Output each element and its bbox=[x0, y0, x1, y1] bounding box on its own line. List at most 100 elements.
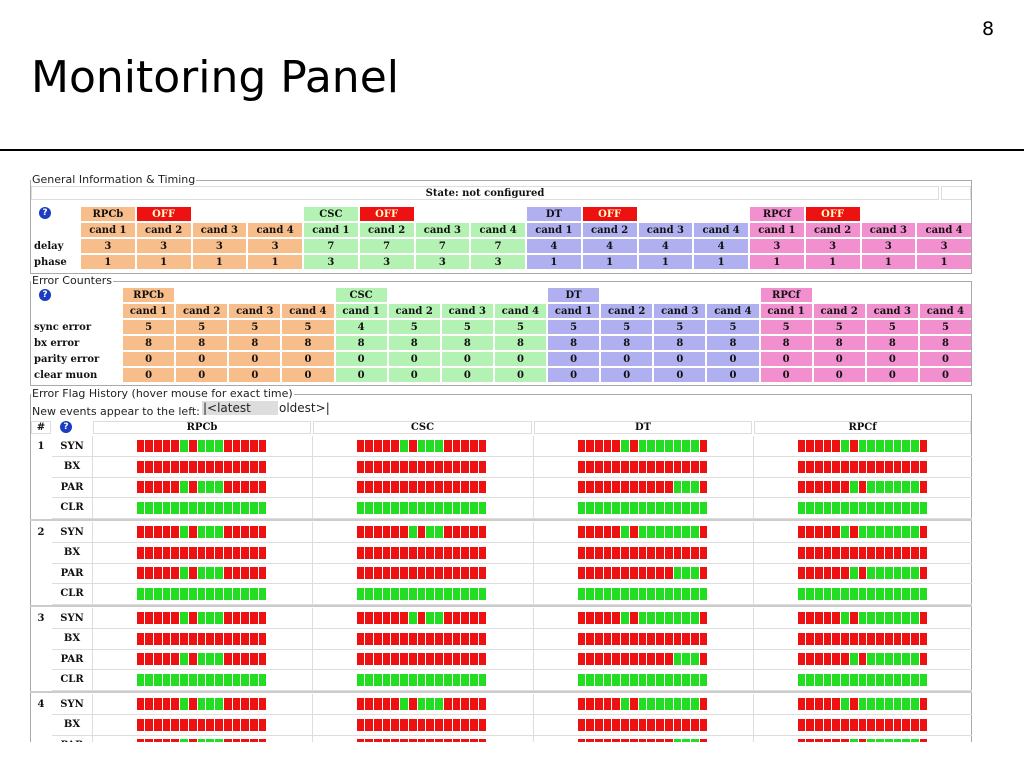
flag-cell[interactable] bbox=[823, 440, 832, 452]
flag-cell[interactable] bbox=[478, 739, 487, 742]
flag-cell[interactable] bbox=[594, 673, 603, 686]
flag-cell[interactable] bbox=[356, 440, 365, 452]
flag-cell[interactable] bbox=[365, 632, 373, 645]
flag-cell[interactable] bbox=[470, 526, 478, 538]
flag-cell[interactable] bbox=[478, 440, 487, 452]
flag-cell[interactable] bbox=[180, 698, 188, 710]
flag-cell[interactable] bbox=[656, 440, 664, 452]
flag-cell[interactable] bbox=[171, 440, 180, 452]
flag-cell[interactable] bbox=[806, 612, 814, 624]
flag-cell[interactable] bbox=[832, 526, 841, 538]
flag-cell[interactable] bbox=[664, 718, 673, 731]
flag-cell[interactable] bbox=[797, 673, 806, 686]
flag-cell[interactable] bbox=[832, 587, 841, 600]
flag-cell[interactable] bbox=[647, 739, 656, 742]
flag-cell[interactable] bbox=[408, 567, 417, 579]
flag-cell[interactable] bbox=[171, 673, 180, 686]
flag-cell[interactable] bbox=[153, 653, 162, 665]
flag-cell[interactable] bbox=[250, 673, 258, 686]
flag-cell[interactable] bbox=[911, 653, 919, 665]
flag-cell[interactable] bbox=[629, 739, 638, 742]
flag-cell[interactable] bbox=[612, 673, 621, 686]
flag-cell[interactable] bbox=[621, 440, 629, 452]
flag-cell[interactable] bbox=[814, 673, 823, 686]
flag-cell[interactable] bbox=[365, 440, 373, 452]
flag-cell[interactable] bbox=[691, 567, 699, 579]
flag-cell[interactable] bbox=[417, 567, 426, 579]
flag-cell[interactable] bbox=[594, 718, 603, 731]
flag-cell[interactable] bbox=[876, 440, 884, 452]
flag-cell[interactable] bbox=[682, 612, 691, 624]
flag-cell[interactable] bbox=[814, 501, 823, 514]
flag-cell[interactable] bbox=[417, 526, 426, 538]
flag-cell[interactable] bbox=[664, 587, 673, 600]
flag-cell[interactable] bbox=[443, 526, 452, 538]
flag-cell[interactable] bbox=[171, 460, 180, 473]
flag-cell[interactable] bbox=[577, 653, 586, 665]
flag-cell[interactable] bbox=[197, 567, 206, 579]
flag-cell[interactable] bbox=[919, 460, 928, 473]
flag-cell[interactable] bbox=[919, 698, 928, 710]
flag-cell[interactable] bbox=[902, 653, 911, 665]
flag-cell[interactable] bbox=[461, 567, 470, 579]
flag-cell[interactable] bbox=[586, 718, 594, 731]
flag-cell[interactable] bbox=[188, 739, 197, 742]
flag-cell[interactable] bbox=[629, 718, 638, 731]
flag-cell[interactable] bbox=[400, 440, 408, 452]
flag-cell[interactable] bbox=[136, 718, 145, 731]
flag-cell[interactable] bbox=[391, 653, 400, 665]
flag-cell[interactable] bbox=[215, 673, 223, 686]
flag-cell[interactable] bbox=[884, 718, 893, 731]
flag-cell[interactable] bbox=[408, 718, 417, 731]
flag-cell[interactable] bbox=[849, 718, 858, 731]
flag-cell[interactable] bbox=[841, 481, 849, 493]
flag-cell[interactable] bbox=[197, 481, 206, 493]
flag-cell[interactable] bbox=[691, 526, 699, 538]
flag-cell[interactable] bbox=[858, 587, 867, 600]
flag-cell[interactable] bbox=[258, 739, 267, 742]
flag-cell[interactable] bbox=[232, 673, 241, 686]
flag-cell[interactable] bbox=[893, 546, 902, 559]
flag-cell[interactable] bbox=[206, 632, 215, 645]
flag-cell[interactable] bbox=[832, 567, 841, 579]
flag-cell[interactable] bbox=[136, 526, 145, 538]
flag-cell[interactable] bbox=[884, 698, 893, 710]
flag-cell[interactable] bbox=[884, 440, 893, 452]
flag-cell[interactable] bbox=[884, 526, 893, 538]
flag-cell[interactable] bbox=[241, 481, 250, 493]
flag-cell[interactable] bbox=[832, 632, 841, 645]
flag-cell[interactable] bbox=[478, 526, 487, 538]
flag-cell[interactable] bbox=[162, 698, 171, 710]
flag-cell[interactable] bbox=[382, 673, 391, 686]
flag-cell[interactable] bbox=[621, 587, 629, 600]
flag-cell[interactable] bbox=[577, 632, 586, 645]
flag-cell[interactable] bbox=[656, 501, 664, 514]
flag-cell[interactable] bbox=[435, 673, 443, 686]
flag-cell[interactable] bbox=[250, 481, 258, 493]
flag-cell[interactable] bbox=[656, 632, 664, 645]
flag-cell[interactable] bbox=[656, 653, 664, 665]
flag-cell[interactable] bbox=[391, 526, 400, 538]
flag-cell[interactable] bbox=[171, 698, 180, 710]
flag-cell[interactable] bbox=[373, 612, 382, 624]
flag-cell[interactable] bbox=[258, 612, 267, 624]
flag-cell[interactable] bbox=[699, 567, 708, 579]
flag-cell[interactable] bbox=[814, 718, 823, 731]
flag-cell[interactable] bbox=[699, 546, 708, 559]
flag-cell[interactable] bbox=[902, 440, 911, 452]
flag-cell[interactable] bbox=[153, 546, 162, 559]
flag-cell[interactable] bbox=[629, 440, 638, 452]
flag-cell[interactable] bbox=[664, 632, 673, 645]
flag-cell[interactable] bbox=[814, 698, 823, 710]
flag-cell[interactable] bbox=[919, 653, 928, 665]
flag-cell[interactable] bbox=[911, 501, 919, 514]
flag-cell[interactable] bbox=[223, 501, 232, 514]
flag-cell[interactable] bbox=[884, 546, 893, 559]
help-icon[interactable]: ? bbox=[39, 289, 51, 301]
flag-cell[interactable] bbox=[391, 698, 400, 710]
flag-cell[interactable] bbox=[408, 673, 417, 686]
flag-cell[interactable] bbox=[919, 440, 928, 452]
flag-cell[interactable] bbox=[699, 460, 708, 473]
flag-cell[interactable] bbox=[365, 460, 373, 473]
flag-cell[interactable] bbox=[682, 481, 691, 493]
